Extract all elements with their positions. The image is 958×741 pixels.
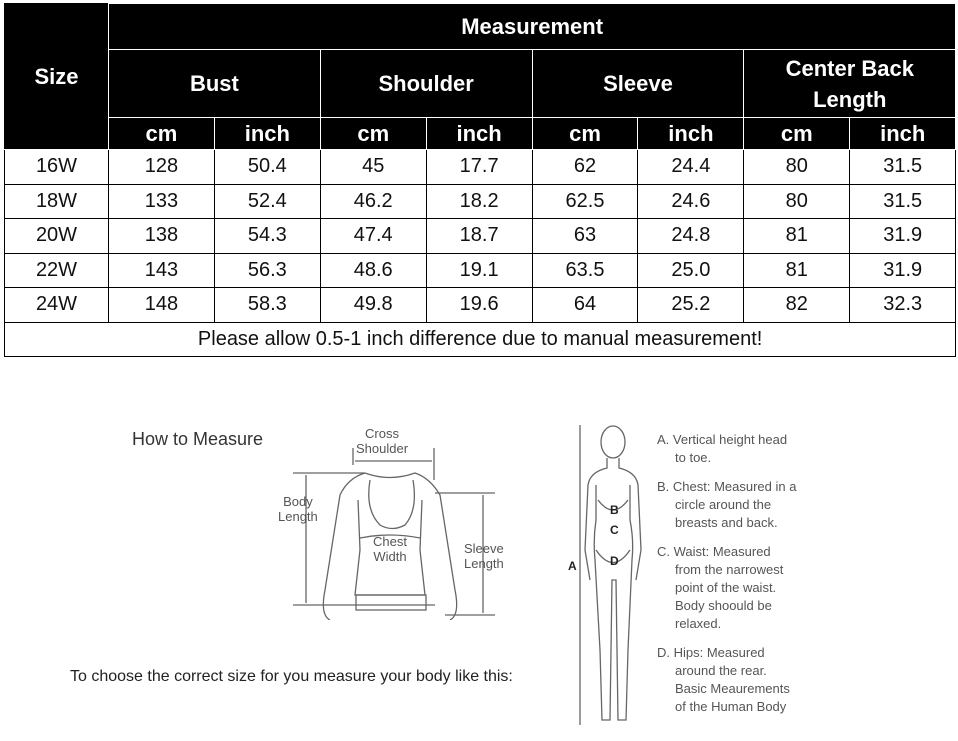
value-cell: 62	[531, 149, 639, 185]
value-cell: 46.2	[319, 183, 427, 219]
description-line: Body shoould be	[675, 598, 772, 613]
value-cell: 56.3	[213, 252, 321, 288]
unit-header: inch	[849, 117, 957, 150]
measure-descriptions: A. Vertical height head to toe. B. Chest: …	[657, 431, 796, 727]
size-cell: 20W	[4, 218, 109, 254]
description-line: A. Vertical height head	[657, 432, 788, 447]
value-cell: 81	[743, 252, 851, 288]
value-cell: 48.6	[319, 252, 427, 288]
table-row: 18W 133 52.4 46.2 18.2 62.5 24.6 80 31.5	[4, 183, 957, 219]
value-cell: 82	[743, 287, 851, 323]
value-cell: 24.6	[637, 183, 745, 219]
size-cell: 16W	[4, 149, 109, 185]
description-item: A. Vertical height head to toe.	[657, 431, 796, 467]
body-figure-icon: A B C D	[568, 425, 642, 725]
unit-header: inch	[637, 117, 745, 150]
table-row: 16W 128 50.4 45 17.7 62 24.4 80 31.5	[4, 149, 957, 185]
value-cell: 148	[108, 287, 215, 323]
mark-d: D	[610, 554, 619, 568]
value-cell: 63	[531, 218, 639, 254]
value-cell: 47.4	[319, 218, 427, 254]
value-cell: 80	[743, 183, 851, 219]
value-cell: 143	[108, 252, 215, 288]
size-cell: 22W	[4, 252, 109, 288]
unit-header: inch	[213, 117, 321, 150]
value-cell: 18.7	[425, 218, 533, 254]
description-line: C. Waist: Measured	[657, 544, 771, 559]
value-cell: 81	[743, 218, 851, 254]
unit-header: cm	[108, 117, 215, 150]
value-cell: 24.4	[637, 149, 745, 185]
description-line: to toe.	[675, 450, 712, 465]
description-line: point of the waist.	[675, 580, 777, 595]
description-item: C. Waist: Measured from the narrowest poin…	[657, 543, 796, 633]
value-cell: 19.6	[425, 287, 533, 323]
description-line: circle around the	[675, 497, 772, 512]
cross-shoulder-label: Cross Shoulder	[356, 426, 409, 456]
value-cell: 64	[531, 287, 639, 323]
unit-header: cm	[531, 117, 639, 150]
value-cell: 62.5	[531, 183, 639, 219]
size-cell: 24W	[4, 287, 109, 323]
unit-header: cm	[319, 117, 427, 150]
description-line: from the narrowest	[675, 562, 784, 577]
description-line: of the Human Body	[675, 699, 787, 714]
value-cell: 50.4	[213, 149, 321, 185]
mark-a: A	[568, 559, 577, 573]
value-cell: 31.9	[849, 218, 957, 254]
value-cell: 52.4	[213, 183, 321, 219]
description-line: relaxed.	[675, 616, 722, 631]
sleeve-header: Sleeve	[531, 49, 745, 118]
value-cell: 25.2	[637, 287, 745, 323]
value-cell: 63.5	[531, 252, 639, 288]
size-cell: 18W	[4, 183, 109, 219]
table-row: 20W 138 54.3 47.4 18.7 63 24.8 81 31.9	[4, 218, 957, 254]
unit-header: inch	[425, 117, 533, 150]
bust-header: Bust	[108, 49, 321, 118]
chest-width-label: Chest Width	[373, 534, 407, 564]
table-row: 24W 148 58.3 49.8 19.6 64 25.2 82 32.3	[4, 287, 957, 323]
instruction-text: To choose the correct size for you measu…	[70, 668, 513, 685]
mark-c: C	[610, 523, 619, 537]
description-item: D. Hips: Measured around the rear. Basic M…	[657, 644, 796, 716]
value-cell: 32.3	[849, 287, 957, 323]
value-cell: 45	[319, 149, 427, 185]
sleeve-length-label: Sleeve Length	[464, 541, 504, 571]
description-line: around the rear.	[675, 663, 767, 678]
description-item: B. Chest: Measured in a circle around the…	[657, 478, 796, 532]
value-cell: 31.5	[849, 149, 957, 185]
value-cell: 25.0	[637, 252, 745, 288]
value-cell: 31.9	[849, 252, 957, 288]
description-line: B. Chest: Measured in a	[657, 479, 797, 494]
unit-header: cm	[743, 117, 851, 150]
sweater-diagram-icon	[293, 448, 495, 620]
value-cell: 128	[108, 149, 215, 185]
body-length-label: Body Length	[278, 494, 318, 524]
value-cell: 138	[108, 218, 215, 254]
description-line: D. Hips: Measured	[657, 645, 765, 660]
value-cell: 17.7	[425, 149, 533, 185]
value-cell: 133	[108, 183, 215, 219]
value-cell: 19.1	[425, 252, 533, 288]
mark-b: B	[610, 503, 619, 517]
how-to-measure-title: How to Measure	[132, 429, 264, 449]
value-cell: 24.8	[637, 218, 745, 254]
value-cell: 54.3	[213, 218, 321, 254]
value-cell: 18.2	[425, 183, 533, 219]
value-cell: 49.8	[319, 287, 427, 323]
value-cell: 80	[743, 149, 851, 185]
measurement-header: Measurement	[107, 3, 957, 50]
value-cell: 58.3	[213, 287, 321, 323]
shoulder-header: Shoulder	[319, 49, 533, 118]
measurement-note: Please allow 0.5-1 inch difference due t…	[3, 321, 957, 357]
description-line: breasts and back.	[675, 515, 778, 530]
value-cell: 31.5	[849, 183, 957, 219]
size-table: Size Measurement Bust Shoulder Sleeve Ce…	[3, 3, 957, 357]
table-row: 22W 143 56.3 48.6 19.1 63.5 25.0 81 31.9	[4, 252, 957, 288]
center-back-length-header: Center Back Length	[743, 49, 957, 118]
size-header: Size	[4, 3, 109, 150]
description-line: Basic Meaurements	[675, 681, 790, 696]
